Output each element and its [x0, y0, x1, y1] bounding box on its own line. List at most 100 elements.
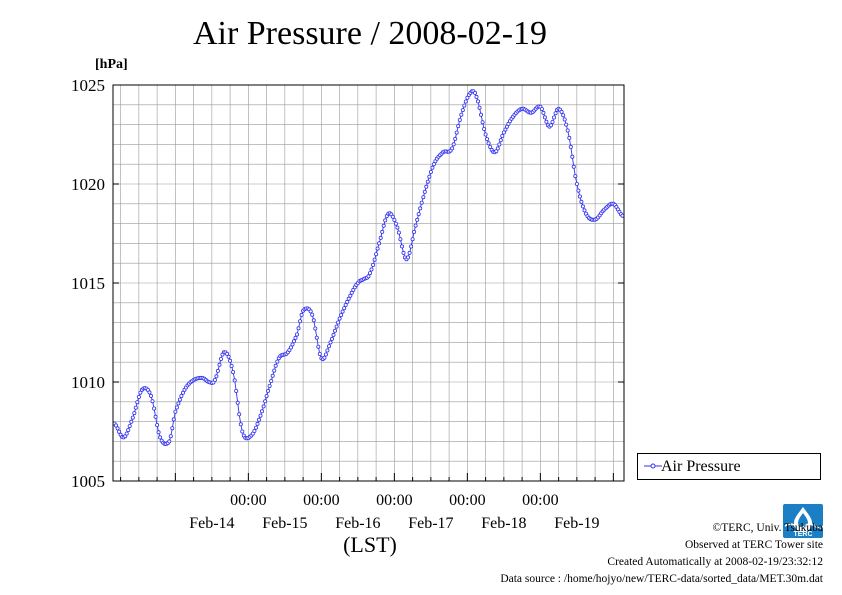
data-point [474, 94, 479, 99]
data-point [418, 206, 423, 211]
data-point [574, 181, 579, 186]
data-point [153, 414, 158, 419]
data-point [272, 368, 277, 373]
data-point [383, 218, 388, 223]
data-point [485, 137, 490, 142]
data-point [478, 112, 483, 117]
data-point [133, 405, 138, 410]
data-point [550, 120, 555, 125]
data-point [266, 388, 271, 393]
data-point [168, 434, 173, 439]
data-point [544, 119, 549, 124]
legend-label: Air Pressure [661, 458, 741, 475]
data-point [270, 373, 275, 378]
data-point [375, 246, 380, 251]
data-point [577, 194, 582, 199]
data-point [288, 345, 293, 350]
data-point [332, 328, 337, 333]
data-point [218, 356, 223, 361]
data-point [155, 422, 160, 427]
data-point [539, 107, 544, 112]
data-point [541, 110, 546, 115]
x-tick-date-label: Feb-14 [189, 515, 234, 532]
credit-source: Data source : /home/hojyo/new/TERC-data/… [500, 573, 823, 585]
data-point [371, 262, 376, 267]
data-point [156, 430, 161, 435]
data-point [298, 319, 303, 324]
data-point [410, 237, 415, 242]
data-point [472, 90, 477, 95]
data-point [553, 111, 558, 116]
data-point [258, 413, 263, 418]
data-point [480, 120, 485, 125]
data-point [240, 429, 245, 434]
data-point [267, 383, 272, 388]
y-tick-label: 1025 [71, 76, 105, 95]
data-point [214, 374, 219, 379]
data-point [390, 214, 395, 219]
data-point [366, 274, 371, 279]
data-point [459, 112, 464, 117]
data-point [427, 174, 432, 179]
data-point [253, 425, 258, 430]
data-point [378, 235, 383, 240]
data-point [396, 230, 401, 235]
y-tick-label: 1015 [71, 274, 105, 293]
data-point [412, 229, 417, 234]
data-point [336, 320, 341, 325]
data-point [328, 340, 333, 345]
data-point [399, 244, 404, 249]
data-point [559, 109, 564, 114]
data-point [334, 324, 339, 329]
chart-title: Air Pressure / 2008-02-19 [192, 15, 548, 52]
data-point [171, 417, 176, 422]
data-point [562, 117, 567, 122]
x-tick-date-label: Feb-16 [335, 515, 380, 532]
data-point [579, 199, 584, 204]
credit-created: Created Automatically at 2008-02-19/23:3… [607, 556, 823, 568]
data-point [323, 352, 328, 357]
data-point [255, 421, 260, 426]
data-point [173, 409, 178, 414]
data-point [114, 423, 119, 428]
y-tick-label: 1005 [71, 472, 105, 491]
data-point [570, 154, 575, 159]
data-point [339, 313, 344, 318]
data-point [395, 225, 400, 230]
data-point [331, 332, 336, 337]
data-point [419, 200, 424, 205]
data-point [261, 404, 266, 409]
data-point [552, 115, 557, 120]
data-point [314, 335, 319, 340]
data-point [450, 146, 455, 151]
data-point [326, 344, 331, 349]
data-point [115, 426, 120, 431]
x-tick-date-label: Feb-15 [262, 515, 307, 532]
data-point [296, 326, 301, 331]
data-point [228, 358, 233, 363]
data-point [495, 146, 500, 151]
data-point [401, 250, 406, 255]
data-point [212, 377, 217, 382]
y-tick-label: 1010 [71, 373, 105, 392]
data-point [231, 370, 236, 375]
data-point [256, 417, 261, 422]
x-tick-time-label: 00:00 [303, 492, 339, 509]
credit-observed: Observed at TERC Tower site [684, 539, 823, 551]
data-point [235, 400, 240, 405]
data-point [179, 393, 184, 398]
data-point [176, 401, 181, 406]
y-axis: 1005 1010 1015 1020 1025 [71, 76, 624, 491]
data-point [325, 348, 330, 353]
data-point [428, 169, 433, 174]
x-tick-date-label: Feb-17 [408, 515, 453, 532]
x-axis-label: (LST) [343, 532, 397, 557]
data-point [346, 296, 351, 301]
data-point [127, 424, 132, 429]
data-point [136, 394, 141, 399]
data-point [477, 105, 482, 110]
data-point [542, 115, 547, 120]
data-point [415, 217, 420, 222]
data-point [564, 122, 569, 127]
